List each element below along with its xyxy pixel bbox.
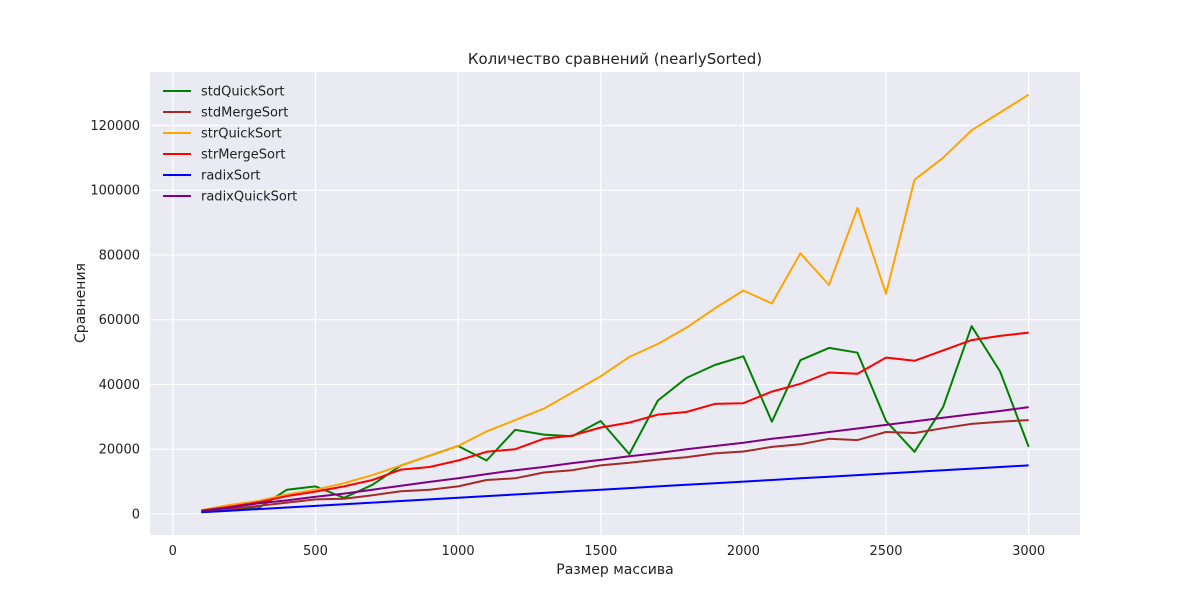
legend-label-radixSort: radixSort (201, 169, 261, 184)
legend-label-stdMergeSort: stdMergeSort (201, 106, 288, 121)
y-tick-label: 20000 (99, 443, 140, 458)
x-tick-label: 500 (303, 544, 328, 559)
series-lines (201, 93, 1030, 514)
legend: stdQuickSort stdMergeSort strQuickSort strM… (163, 85, 297, 205)
y-tick-label: 40000 (99, 378, 140, 393)
legend-label-strMergeSort: strMergeSort (201, 148, 285, 163)
gridlines (150, 72, 1080, 535)
x-axis-ticks: 0 500 1000 1500 2000 2500 3000 (169, 544, 1046, 559)
x-tick-label: 2500 (869, 544, 902, 559)
x-tick-label: 1000 (442, 544, 475, 559)
chart-title: Количество сравнений (nearlySorted) (468, 50, 762, 68)
x-tick-label: 0 (169, 544, 177, 559)
x-tick-label: 3000 (1012, 544, 1045, 559)
series-line-stdQuickSort (201, 325, 1030, 513)
series-line-strQuickSort (201, 93, 1030, 512)
x-tick-label: 2000 (727, 544, 760, 559)
x-tick-label: 1500 (584, 544, 617, 559)
series-line-strMergeSort (201, 331, 1029, 512)
series-line-radixQuickSort (201, 406, 1029, 512)
y-axis-ticks: 0 20000 40000 60000 80000 100000 120000 (90, 119, 140, 523)
y-tick-label: 100000 (90, 184, 140, 199)
x-axis-label: Размер массива (556, 562, 673, 578)
legend-label-stdQuickSort: stdQuickSort (201, 85, 285, 100)
y-tick-label: 80000 (99, 248, 140, 263)
y-axis-label: Сравнения (73, 263, 89, 343)
y-tick-label: 120000 (90, 119, 140, 134)
legend-label-radixQuickSort: radixQuickSort (201, 190, 297, 205)
plot-area (150, 72, 1080, 535)
series-line-stdMergeSort (201, 419, 1029, 513)
y-tick-label: 0 (132, 507, 140, 522)
legend-label-strQuickSort: strQuickSort (201, 127, 282, 142)
y-tick-label: 60000 (99, 313, 140, 328)
series-line-radixSort (201, 464, 1029, 514)
